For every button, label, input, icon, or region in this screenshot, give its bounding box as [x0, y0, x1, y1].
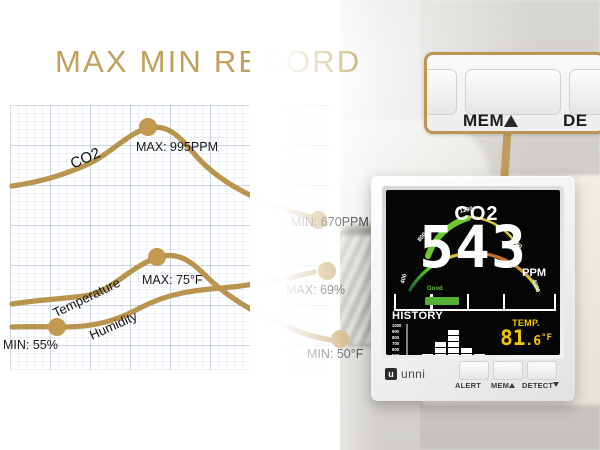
co2-monitor-device: 400 800 1200 2000 4000 CO2 543 PPM Good … [371, 176, 575, 401]
history-ytick-600: 600 [392, 347, 400, 352]
humidity-label: HUMI. [498, 354, 554, 355]
history-ytick-900: 900 [392, 329, 400, 334]
callout-button-left [427, 69, 457, 115]
temperature-max-label: MAX: 75°F [142, 273, 203, 287]
callout-label-mem: MEM [463, 111, 519, 131]
co2-unit: PPM [522, 267, 546, 279]
gauge-tick-800: 800 [417, 231, 428, 243]
co2-max-label: MAX: 995PPM [136, 140, 218, 154]
brand-mark-icon: u [385, 368, 397, 380]
co2-arc-gauge: 400 800 1200 2000 4000 [400, 206, 540, 294]
history-ytick-500: 500 [392, 353, 400, 355]
down-arrow-icon [553, 382, 560, 387]
status-segment-3 [466, 294, 506, 311]
device-footer: u unni ALERT MEM DETECT [371, 357, 575, 401]
co2-title: CO2 [454, 203, 499, 225]
mem-button-label-text: MEM [491, 381, 510, 390]
temp-value: 81.6°F [498, 328, 554, 352]
history-title: HISTORY [392, 310, 444, 322]
history-ytick-1000: 1000 [392, 323, 402, 328]
callout-button-detect [569, 69, 600, 115]
lcd-screen: 400 800 1200 2000 4000 CO2 543 PPM Good … [386, 190, 560, 355]
alert-button[interactable] [459, 361, 489, 380]
status-good-indicator [425, 297, 459, 305]
up-arrow-icon [509, 383, 516, 388]
mem-button[interactable] [493, 361, 523, 380]
history-ytick-700: 700 [392, 341, 400, 346]
callout-label-detect: DE [563, 111, 588, 130]
panel-photo-fade [250, 0, 380, 450]
status-good-label: Good [427, 286, 443, 292]
brand-name: unni [401, 367, 426, 381]
temp-unit: °F [541, 333, 552, 343]
detect-button[interactable] [527, 361, 557, 380]
magnifier-callout: MEM DE [424, 52, 600, 134]
temp-humidity-readout: TEMP. 81.6°F HUMI. 73% [498, 318, 554, 355]
temp-value-int: 81 [500, 326, 526, 350]
callout-button-mem [465, 69, 561, 115]
callout-label-mem-text: MEM [463, 111, 505, 130]
detect-button-label: DETECT [522, 381, 560, 390]
co2-value: 543 [419, 213, 527, 281]
history-ytick-800: 800 [392, 335, 400, 340]
brand-logo: u unni [385, 367, 425, 381]
history-bar-chart: 1000 900 800 700 600 500 PPM [392, 323, 485, 355]
status-segment-4 [503, 294, 556, 311]
temp-value-dec: .6 [525, 334, 542, 349]
air-quality-status-bar: Good [394, 286, 556, 311]
detect-button-label-text: DETECT [522, 381, 554, 390]
mem-button-label: MEM [491, 381, 516, 390]
gauge-tick-400: 400 [400, 273, 409, 285]
gauge-tick-4000: 4000 [530, 279, 540, 294]
humidity-min-label: MIN: 55% [3, 338, 58, 352]
up-arrow-icon [504, 115, 519, 127]
temp-label: TEMP. [512, 318, 540, 328]
alert-button-label: ALERT [455, 381, 481, 390]
gauge-tick-1200: 1200 [459, 206, 474, 215]
